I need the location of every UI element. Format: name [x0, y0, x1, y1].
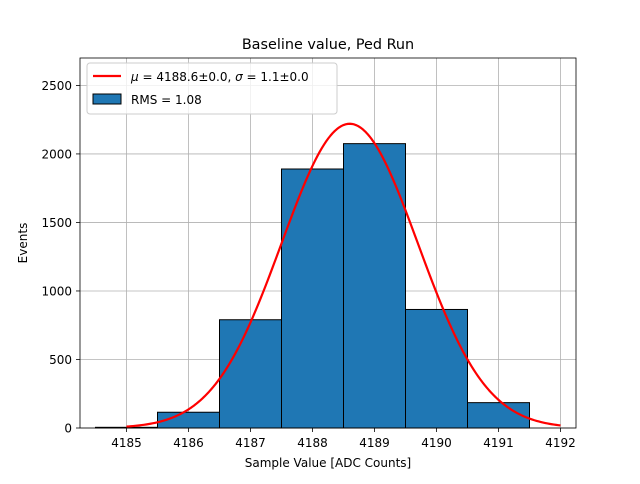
x-tick-label: 4190 [421, 436, 452, 450]
y-axis-ticks: 0 500 1000 1500 2000 2500 [41, 79, 80, 436]
x-tick-label: 4186 [173, 436, 204, 450]
legend-fit-mu-value: 4188.6±0.0 [156, 70, 227, 84]
histogram-bars [95, 143, 530, 429]
x-tick-label: 4192 [545, 436, 576, 450]
histogram-bar [343, 143, 406, 429]
histogram-bar [281, 168, 344, 429]
y-axis-label: Events [16, 223, 30, 264]
histogram-bar [467, 402, 530, 429]
x-axis-label: Sample Value [ADC Counts] [245, 456, 411, 470]
gaussian-fit-curve [126, 122, 561, 428]
legend-bar-swatch [92, 93, 122, 105]
y-tick-label: 0 [64, 422, 72, 436]
y-tick-label: 1000 [41, 284, 72, 298]
y-tick-label: 2500 [41, 79, 72, 93]
legend-box [86, 62, 338, 115]
y-tick-label: 500 [49, 353, 72, 367]
legend: μ = 4188.6±0.0, σ = 1.1±0.0 RMS = 1.08 [86, 62, 338, 115]
chart-title: Baseline value, Ped Run [242, 37, 414, 53]
fit-curve-layer [126, 122, 561, 428]
x-tick-label: 4189 [359, 436, 390, 450]
y-tick-label: 2000 [41, 147, 72, 161]
histogram-bar [219, 319, 282, 429]
legend-fit-label: μ = 4188.6±0.0, σ = 1.1±0.0 [130, 70, 309, 84]
x-tick-label: 4187 [235, 436, 266, 450]
plot-frame [79, 57, 577, 429]
y-tick-label: 1500 [41, 216, 72, 230]
histogram-bar [405, 308, 468, 429]
x-tick-label: 4185 [111, 436, 142, 450]
x-tick-label: 4188 [297, 436, 328, 450]
legend-rms-label: RMS = 1.08 [131, 93, 202, 107]
legend-fit-sigma-value: 1.1±0.0 [260, 70, 308, 84]
x-axis-ticks: 4185 4186 4187 4188 4189 4190 4191 4192 [111, 428, 576, 450]
x-tick-label: 4191 [483, 436, 514, 450]
